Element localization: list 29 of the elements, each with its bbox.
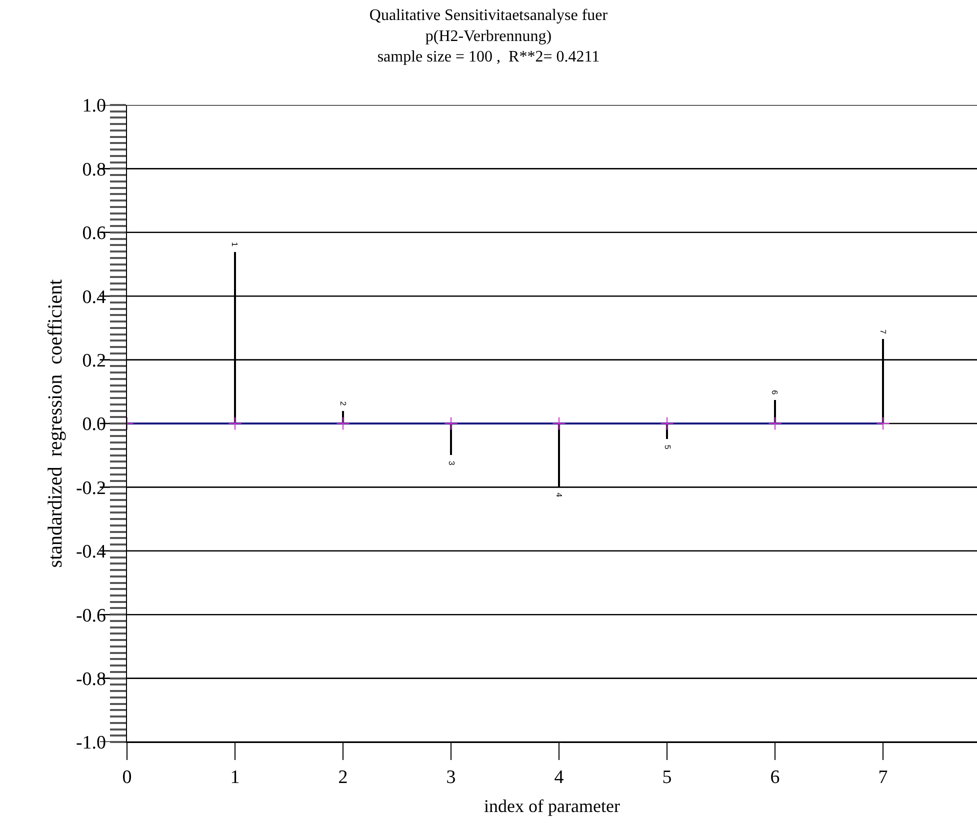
x-tick-label: 5 xyxy=(662,766,672,788)
y-tick-label: -0.8 xyxy=(76,668,106,690)
annotation: 7 xyxy=(878,330,888,335)
annotation: 4 xyxy=(554,492,564,498)
x-tick-label: 6 xyxy=(770,766,780,788)
y-tick-label: -0.2 xyxy=(76,478,106,499)
annotation: 5 xyxy=(662,444,672,450)
annotation: 2 xyxy=(338,401,348,406)
annotation: 3 xyxy=(446,460,456,466)
y-tick-label: -1.0 xyxy=(76,732,106,754)
x-tick-label: 7 xyxy=(878,766,888,788)
y-tick-label: -0.4 xyxy=(76,542,107,563)
x-tick-label: 0 xyxy=(122,766,132,788)
y-tick-label: 0.0 xyxy=(82,414,106,436)
y-tick-label: 0.4 xyxy=(82,286,107,308)
x-tick-label: 4 xyxy=(554,766,564,788)
y-axis-title: standardized regression coefficient xyxy=(44,278,66,568)
x-axis-title: index of parameter xyxy=(484,796,620,816)
y-tick-label: 0.2 xyxy=(82,350,106,372)
y-tick-label: -0.6 xyxy=(76,605,106,626)
annotation: 1 xyxy=(230,242,240,247)
x-tick-label: 3 xyxy=(446,766,456,788)
chart-title: Qualitative Sensitivitaetsanalyse fuer p(H2-Verbrennung) sample size = 100 , R**2= 0.4211 xyxy=(369,7,608,66)
y-tick-label: 1.0 xyxy=(82,96,106,117)
y-tick-label: 0.6 xyxy=(82,223,106,244)
y-tick-label: 0.8 xyxy=(82,159,106,180)
annotation: 6 xyxy=(770,390,780,396)
x-tick-label: 2 xyxy=(338,766,348,788)
x-tick-label: 1 xyxy=(230,766,240,788)
